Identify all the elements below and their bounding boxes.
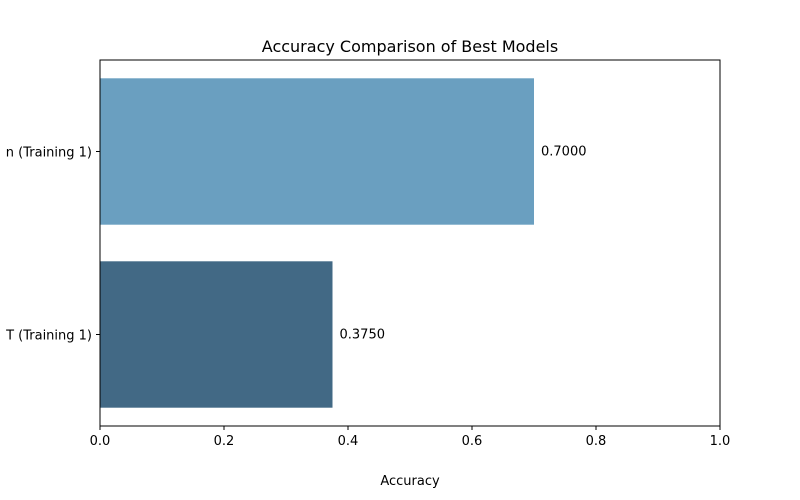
bars-group — [100, 78, 534, 408]
y-tick-label: T (Training 1) — [5, 329, 92, 344]
y-axis-ticks: n (Training 1) T (Training 1) — [5, 146, 100, 344]
chart-title: Accuracy Comparison of Best Models — [262, 37, 558, 56]
x-tick-label: 0.8 — [586, 434, 607, 449]
bar-2 — [100, 261, 333, 408]
plot-area-frame — [99, 59, 721, 427]
bar-1 — [100, 78, 534, 225]
x-tick-label: 0.2 — [214, 434, 235, 449]
x-axis-label: Accuracy — [380, 474, 440, 489]
x-tick-label: 0.4 — [338, 434, 359, 449]
x-tick-label: 0.6 — [462, 434, 483, 449]
bar-value-label: 0.3750 — [340, 328, 386, 343]
x-tick-label: 0.0 — [90, 434, 111, 449]
x-axis-ticks: 0.0 0.2 0.4 0.6 0.8 1.0 — [90, 426, 731, 449]
bar-value-label: 0.7000 — [541, 145, 587, 160]
x-tick-label: 1.0 — [710, 434, 731, 449]
y-tick-label: n (Training 1) — [6, 146, 92, 161]
data-labels-group: 0.7000 0.3750 — [340, 145, 587, 343]
